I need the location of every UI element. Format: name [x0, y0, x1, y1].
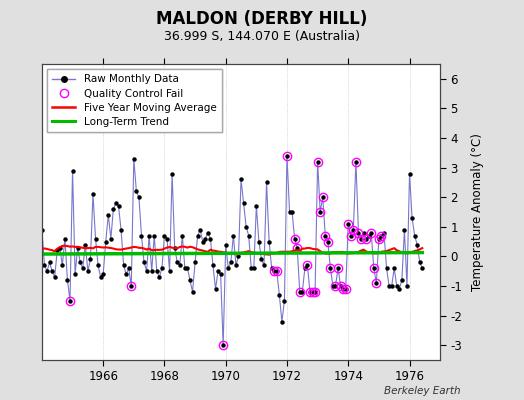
Text: MALDON (DERBY HILL): MALDON (DERBY HILL) — [156, 10, 368, 28]
Text: 36.999 S, 144.070 E (Australia): 36.999 S, 144.070 E (Australia) — [164, 30, 360, 43]
Y-axis label: Temperature Anomaly (°C): Temperature Anomaly (°C) — [471, 133, 484, 291]
Legend: Raw Monthly Data, Quality Control Fail, Five Year Moving Average, Long-Term Tren: Raw Monthly Data, Quality Control Fail, … — [47, 69, 222, 132]
Text: Berkeley Earth: Berkeley Earth — [385, 386, 461, 396]
